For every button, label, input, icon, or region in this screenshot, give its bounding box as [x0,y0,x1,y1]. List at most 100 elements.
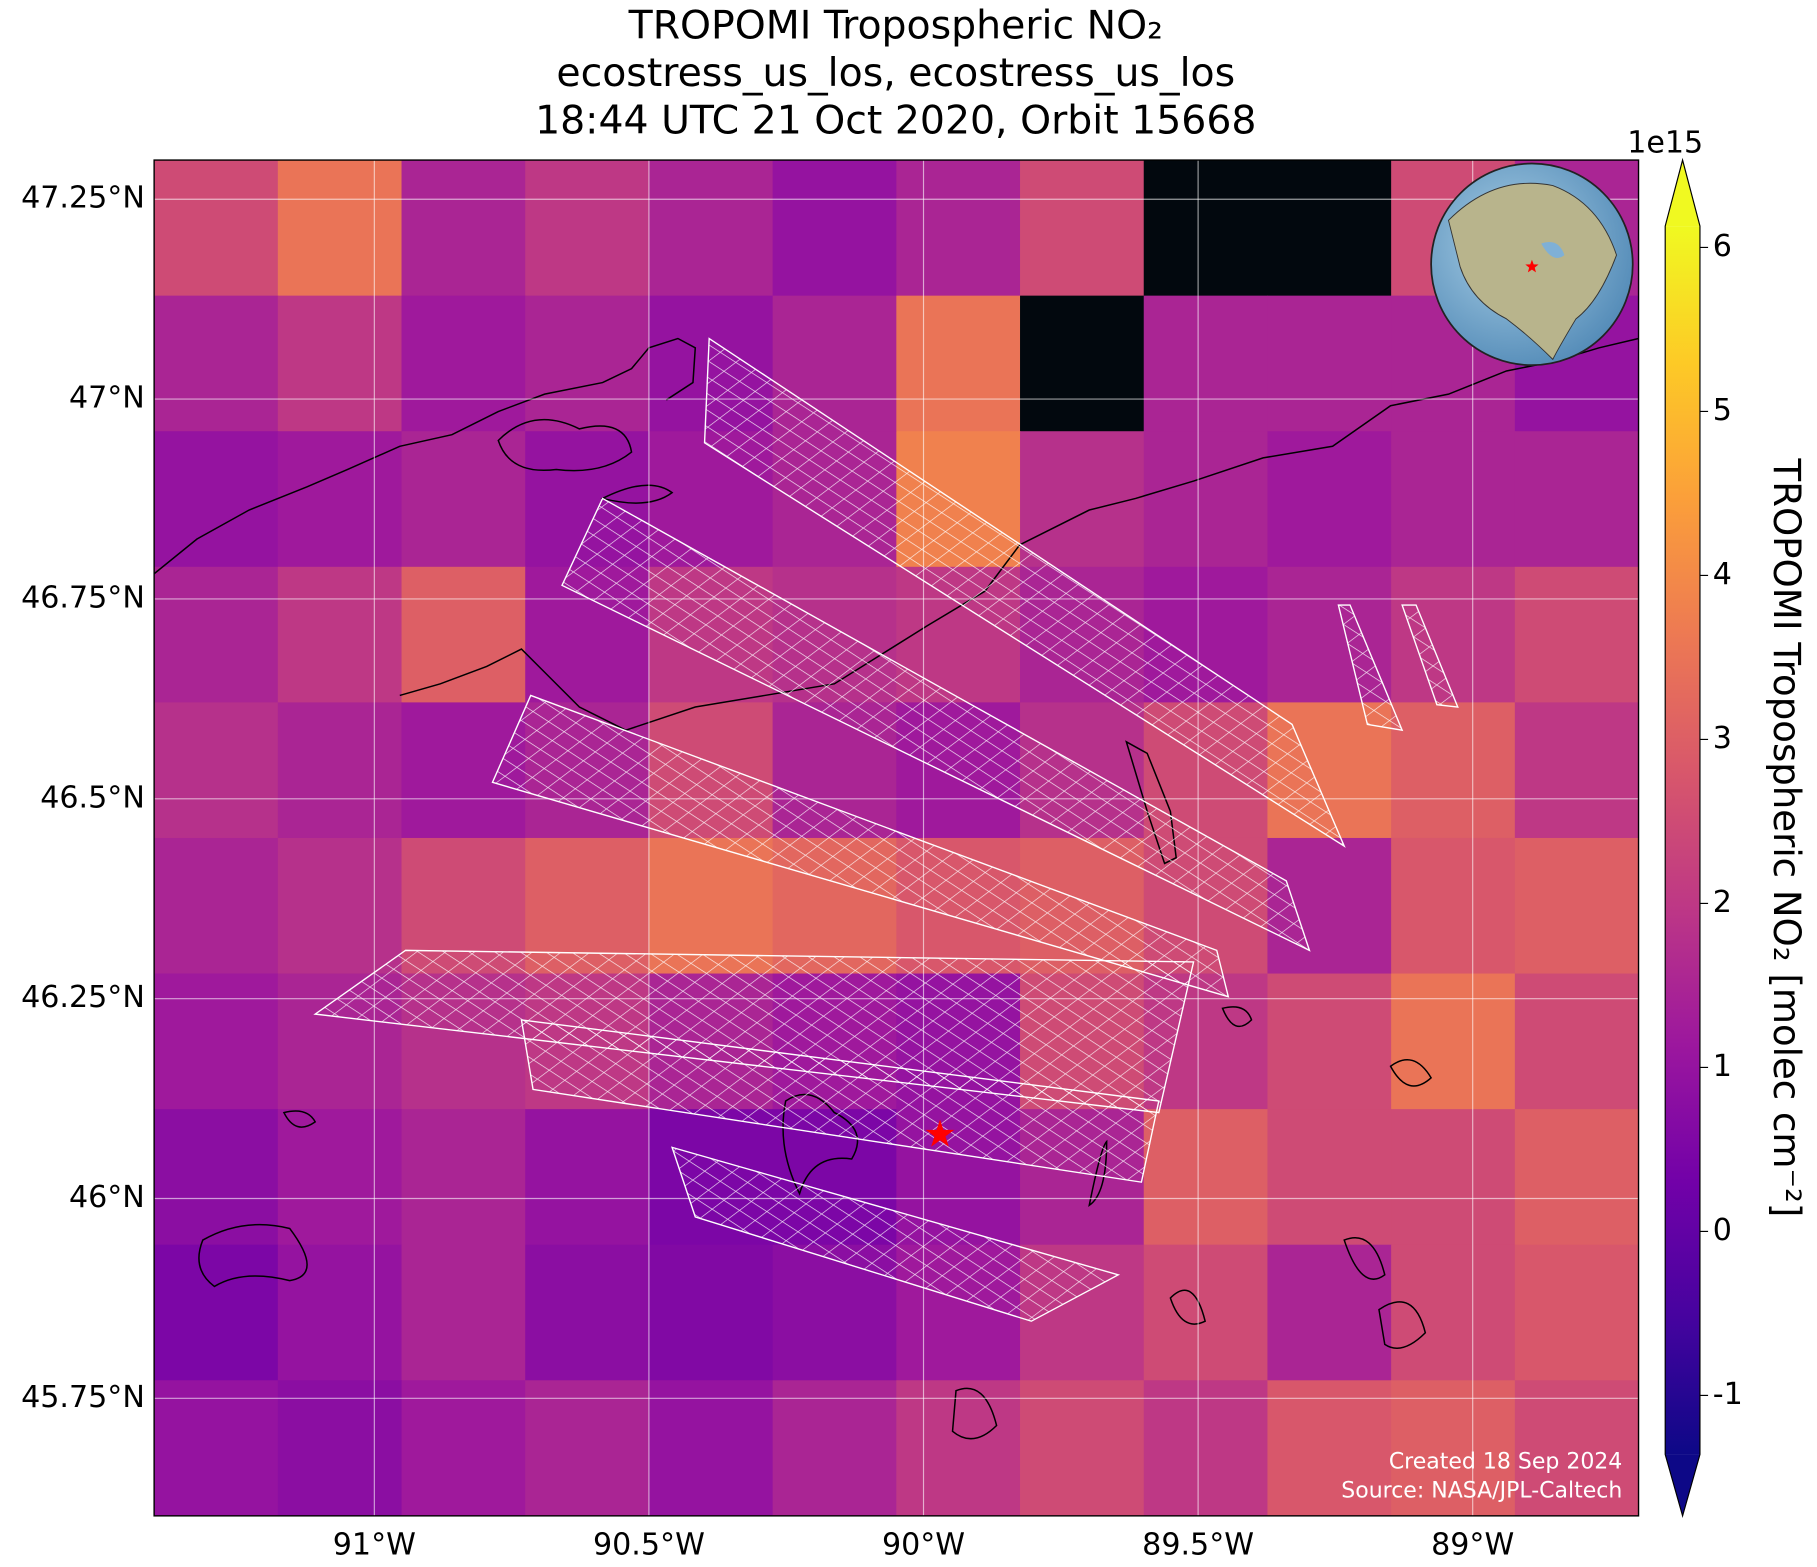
x-tick-label: 89.5°W [1142,1527,1254,1562]
map-frame [153,159,1640,1517]
swath [491,694,1230,998]
cell [648,1244,774,1381]
y-tick-label: 47°N [69,381,145,416]
colorbar-tick-label: 6 [1713,229,1732,264]
grid [154,160,1639,1516]
cell [772,160,897,297]
coastline [154,337,697,575]
cell [401,295,526,432]
cell [1267,1109,1392,1246]
cell [154,295,279,432]
cell [1514,837,1639,975]
cell [154,160,279,297]
cell [154,973,279,1110]
swaths [313,337,1459,1322]
cell [1267,973,1392,1110]
lake [1221,1006,1253,1028]
cell [1267,431,1392,568]
cell [1143,1109,1269,1246]
title: TROPOMI Tropospheric NO₂ecostress_us_los… [535,2,1256,143]
cell [896,160,1021,297]
lake [1343,1237,1386,1280]
cell [277,566,403,703]
lake [951,1387,998,1440]
cell [648,1380,774,1516]
cell [1514,1109,1639,1246]
colorbar: -1 0 1 2 3 4 5 6 1e15 TROPOMI Tropospheric NO₂ [m… [1627,125,1808,1518]
cell [277,1244,403,1381]
cell [1143,431,1269,568]
cell [648,837,774,975]
cell [1391,1109,1516,1246]
colorbar-tick-label: 3 [1713,721,1732,756]
cell [154,1244,279,1381]
lake [1389,1058,1433,1087]
cell [154,837,279,975]
lake [600,484,674,504]
colorbar-tick-label: 4 [1713,557,1732,592]
lake [198,1223,308,1288]
colorbar-offset: 1e15 [1627,125,1703,160]
swath [1401,604,1459,708]
x-tick-label: 90.5°W [593,1527,705,1562]
colorbar-tick-label: 0 [1713,1213,1732,1248]
globe-site [1525,259,1539,273]
cell [896,295,1021,432]
y-tick-label: 47.25°N [21,181,145,216]
y-tick-label: 46.75°N [21,580,145,615]
cell [401,1244,526,1381]
cell [277,1380,403,1516]
cell [1391,702,1516,839]
cell [154,1380,279,1516]
credit: Source: NASA/JPL-Caltech [1341,1479,1622,1504]
title-line: TROPOMI Tropospheric NO₂ [628,2,1163,48]
cell [1143,160,1269,297]
cell [1514,431,1639,568]
cell [401,431,526,568]
cell [1267,1380,1392,1516]
swath [313,949,1195,1114]
y-tick-label: 46.5°N [40,780,145,815]
cell [1391,566,1516,703]
colorbar-tick-label: 1 [1713,1049,1732,1084]
site [925,259,1539,1147]
cell [154,1109,279,1246]
cell [648,160,774,297]
swath [703,337,1346,848]
ticks: 91°W 90.5°W 90°W 89.5°W 89°W 47.25°N 47°N 46.75… [21,181,1514,1563]
lake [497,418,633,472]
cell [1020,1380,1145,1516]
swath [520,1019,1160,1183]
swath [561,497,1311,952]
colorbar-tick-label: 5 [1713,393,1732,428]
cell [401,1109,526,1246]
cell [277,431,403,568]
cell [525,1380,650,1516]
cell [1391,431,1516,568]
credit: Created 18 Sep 2024 [1389,1450,1623,1475]
colorbar-extend-min [1665,1454,1700,1516]
cell [154,702,279,839]
colorbar-body [1665,226,1700,1455]
title-line: ecostress_us_los, ecostress_us_los [556,50,1235,96]
x-tick-label: 91°W [333,1527,416,1562]
cell [1514,566,1639,703]
cell [277,295,403,432]
cell [1391,1380,1516,1516]
globe-lakes [1541,242,1565,258]
colorbar-outline [1664,157,1701,1518]
y-tick-label: 46°N [69,1180,145,1215]
cell [401,160,526,297]
cell [1020,295,1145,432]
cell [154,431,279,568]
cell [772,1380,897,1516]
cell [896,1380,1021,1516]
cell [277,702,403,839]
cell [1143,295,1269,432]
lake [282,1110,317,1128]
lake [1378,1301,1427,1349]
cell [1267,295,1392,432]
cell [1267,160,1392,297]
cell [1514,1244,1639,1381]
